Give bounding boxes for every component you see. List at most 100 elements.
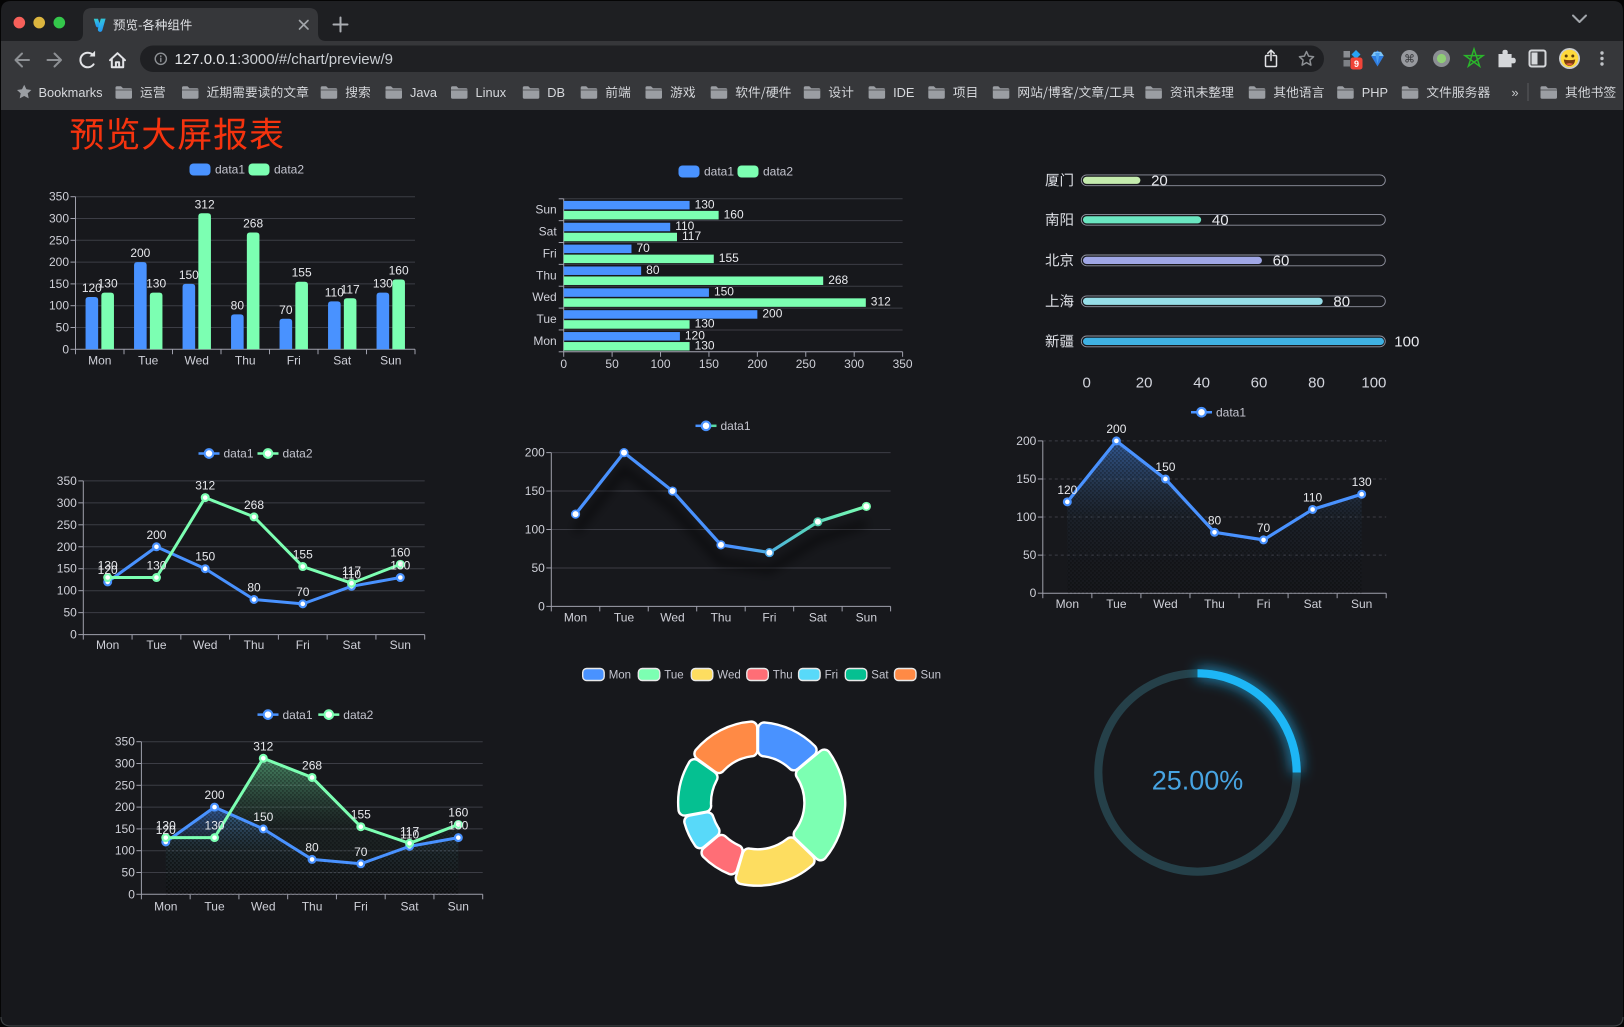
svg-text:312: 312: [195, 197, 215, 211]
svg-text:150: 150: [1155, 460, 1175, 474]
svg-text:130: 130: [1352, 475, 1372, 489]
svg-text:Wed: Wed: [532, 290, 556, 304]
svg-text:40: 40: [1193, 375, 1210, 392]
svg-text:130: 130: [146, 277, 166, 291]
svg-text:200: 200: [57, 540, 77, 554]
svg-text:Sun: Sun: [448, 900, 469, 914]
svg-text:100: 100: [57, 584, 77, 598]
svg-text:117: 117: [682, 229, 701, 243]
svg-text:data1: data1: [1216, 405, 1246, 419]
svg-text:70: 70: [636, 241, 650, 255]
svg-text:25.00%: 25.00%: [1152, 766, 1244, 796]
svg-text:Sun: Sun: [856, 611, 877, 625]
svg-text:120: 120: [156, 823, 176, 837]
svg-text:312: 312: [195, 479, 215, 493]
svg-text:Sat: Sat: [539, 225, 558, 239]
svg-text:»: »: [1511, 85, 1518, 100]
svg-text:200: 200: [146, 528, 166, 542]
svg-text:Tue: Tue: [536, 312, 557, 326]
svg-text:Sat: Sat: [809, 611, 828, 625]
svg-text:80: 80: [231, 298, 245, 312]
svg-text:110: 110: [400, 827, 419, 841]
svg-text:130: 130: [695, 197, 715, 211]
svg-text:250: 250: [115, 778, 135, 792]
svg-text:160: 160: [389, 264, 409, 278]
svg-text:117: 117: [400, 824, 419, 838]
svg-text:40: 40: [1212, 212, 1229, 229]
svg-text:150: 150: [699, 357, 719, 371]
svg-text:data1: data1: [224, 447, 254, 461]
svg-text:80: 80: [1208, 513, 1222, 527]
svg-text:Sun: Sun: [390, 638, 411, 652]
svg-text:100: 100: [525, 523, 545, 537]
svg-text:150: 150: [253, 810, 273, 824]
svg-text:130: 130: [695, 317, 715, 331]
svg-text:Fri: Fri: [354, 900, 368, 914]
svg-text:117: 117: [342, 564, 361, 578]
svg-text:200: 200: [49, 255, 69, 269]
svg-text:130: 130: [448, 819, 468, 833]
svg-text:Wed: Wed: [193, 638, 217, 652]
svg-text:Sun: Sun: [535, 203, 556, 217]
svg-text:data1: data1: [721, 419, 751, 433]
svg-text:312: 312: [253, 739, 273, 753]
svg-text:117: 117: [341, 282, 360, 296]
svg-text:0: 0: [538, 599, 545, 613]
svg-text:Fri: Fri: [287, 354, 301, 368]
svg-text:130: 130: [205, 819, 225, 833]
svg-text:110: 110: [1303, 490, 1322, 504]
svg-text:Mon: Mon: [609, 670, 631, 682]
svg-text:50: 50: [531, 561, 545, 575]
svg-text:155: 155: [292, 266, 312, 280]
svg-text:Fri: Fri: [296, 638, 310, 652]
svg-text:Linux: Linux: [476, 85, 507, 100]
svg-text:Fri: Fri: [762, 611, 776, 625]
svg-text:200: 200: [747, 357, 767, 371]
svg-text:Sat: Sat: [401, 900, 420, 914]
svg-text:300: 300: [115, 757, 135, 771]
svg-text:Thu: Thu: [302, 900, 323, 914]
svg-text:0: 0: [128, 887, 135, 901]
svg-text:Thu: Thu: [1204, 597, 1225, 611]
svg-text:120: 120: [1057, 483, 1077, 497]
svg-text:0: 0: [1083, 375, 1091, 392]
svg-text:Tue: Tue: [614, 611, 635, 625]
svg-text:130: 130: [373, 277, 393, 291]
svg-text:Mon: Mon: [564, 611, 587, 625]
svg-text:300: 300: [844, 357, 864, 371]
svg-text:120: 120: [98, 563, 118, 577]
svg-text:Sun: Sun: [921, 670, 941, 682]
svg-text:200: 200: [115, 800, 135, 814]
svg-text:120: 120: [685, 328, 705, 342]
svg-text:200: 200: [762, 307, 782, 321]
svg-text:0: 0: [560, 357, 567, 371]
svg-text:200: 200: [130, 246, 150, 260]
svg-text:100: 100: [49, 299, 69, 313]
svg-text:60: 60: [1273, 252, 1290, 269]
svg-text:200: 200: [1106, 422, 1126, 436]
svg-text:Mon: Mon: [154, 900, 177, 914]
svg-text:300: 300: [57, 496, 77, 510]
svg-text:Tue: Tue: [138, 354, 159, 368]
svg-text:150: 150: [57, 562, 77, 576]
svg-text:150: 150: [1016, 472, 1036, 486]
svg-text:300: 300: [49, 212, 69, 226]
svg-text:127.0.0.1:3000/#/chart/preview: 127.0.0.1:3000/#/chart/preview/9: [175, 51, 394, 68]
svg-text:200: 200: [205, 788, 225, 802]
svg-text:150: 150: [195, 550, 215, 564]
svg-text:70: 70: [354, 845, 368, 859]
svg-text:data2: data2: [343, 708, 373, 722]
svg-text:IDE: IDE: [893, 85, 914, 100]
svg-text:160: 160: [390, 545, 410, 559]
svg-text:100: 100: [1361, 375, 1386, 392]
svg-text:Thu: Thu: [244, 638, 265, 652]
svg-text:130: 130: [390, 559, 410, 573]
svg-text:250: 250: [796, 357, 816, 371]
svg-text:Fri: Fri: [825, 670, 838, 682]
svg-text:Sat: Sat: [343, 638, 362, 652]
svg-text:200: 200: [1016, 434, 1036, 448]
svg-text:80: 80: [1308, 375, 1325, 392]
svg-text:110: 110: [342, 567, 361, 581]
svg-text:100: 100: [1394, 333, 1419, 350]
svg-text:Wed: Wed: [251, 900, 275, 914]
